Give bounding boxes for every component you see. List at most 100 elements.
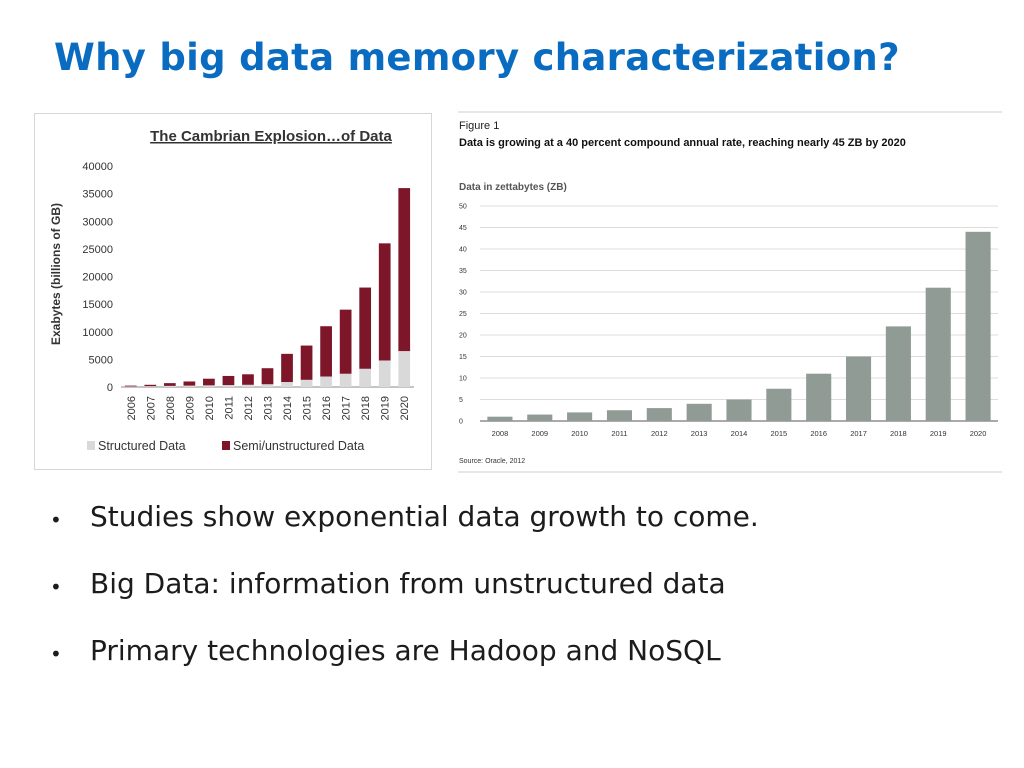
bar-structured-2015 — [300, 379, 313, 387]
y-tick-label: 35 — [459, 268, 467, 275]
x-tick-label-2011: 2011 — [611, 429, 627, 438]
y-tick-label: 25000 — [82, 244, 113, 256]
bullet-text: Big Data: information from unstructured … — [90, 567, 726, 600]
y-tick-label: 30 — [459, 290, 467, 297]
bullet-dot: • — [50, 575, 62, 599]
bullet-dot: • — [50, 642, 62, 666]
bar-zb-2014 — [726, 399, 752, 421]
cambrian-chart-title: The Cambrian Explosion…of Data — [150, 128, 392, 145]
y-tick-label: 35000 — [82, 189, 113, 201]
bar-semi-2019 — [378, 243, 391, 361]
bar-zb-2008 — [487, 416, 513, 421]
x-tick-label-2014: 2014 — [282, 396, 294, 420]
y-tick-label: 15000 — [82, 299, 113, 311]
x-tick-label-2014: 2014 — [731, 429, 748, 438]
bar-zb-2017 — [845, 356, 872, 421]
legend-swatch-structured — [87, 441, 95, 450]
y-tick-label: 5000 — [89, 354, 113, 366]
bar-structured-2006 — [124, 386, 137, 387]
bar-semi-2013 — [261, 368, 274, 385]
x-tick-label-2017: 2017 — [341, 396, 353, 420]
bullet-dot: • — [50, 508, 62, 532]
bar-structured-2016 — [320, 376, 332, 387]
zettabyte-chart-panel: Figure 1 Data is growing at a 40 percent… — [458, 110, 1002, 474]
bar-semi-2014 — [281, 353, 293, 383]
bar-zb-2019 — [925, 287, 951, 421]
x-tick-label-2020: 2020 — [970, 429, 987, 438]
y-tick-label: 15 — [459, 354, 467, 361]
y-tick-label: 5 — [459, 397, 463, 404]
x-tick-label-2012: 2012 — [651, 429, 668, 438]
x-tick-label-2020: 2020 — [399, 396, 411, 420]
bar-structured-2009 — [183, 385, 196, 387]
bar-zb-2013 — [686, 403, 712, 421]
zettabyte-chart-subtitle: Data in zettabytes (ZB) — [459, 182, 567, 193]
legend-label-semi: Semi/unstructured Data — [233, 439, 364, 453]
y-tick-label: 0 — [107, 382, 113, 394]
bar-zb-2010 — [567, 412, 593, 421]
y-tick-label: 10000 — [82, 327, 113, 339]
cambrian-chart: The Cambrian Explosion…of Data Exabytes … — [49, 128, 414, 453]
y-tick-label: 25 — [459, 311, 467, 318]
bar-zb-2009 — [527, 414, 553, 421]
bar-structured-2013 — [261, 384, 274, 387]
bar-structured-2011 — [222, 385, 235, 387]
y-tick-label: 0 — [459, 419, 463, 426]
bar-structured-2017 — [339, 373, 352, 387]
x-tick-label-2011: 2011 — [223, 396, 235, 420]
bar-zb-2011 — [606, 410, 633, 421]
x-tick-label-2013: 2013 — [263, 396, 275, 420]
bullet-text: Studies show exponential data growth to … — [90, 500, 759, 533]
cambrian-y-axis-label: Exabytes (billions of GB) — [49, 203, 63, 345]
bar-zb-2012 — [646, 408, 672, 421]
x-tick-label-2017: 2017 — [850, 429, 867, 438]
y-tick-label: 50 — [459, 204, 467, 211]
bar-semi-2017 — [339, 309, 352, 374]
bar-zb-2016 — [806, 373, 832, 421]
bar-structured-2008 — [163, 385, 176, 387]
bar-structured-2014 — [281, 382, 293, 387]
figure-label: Figure 1 — [459, 120, 499, 132]
bullet-text: Primary technologies are Hadoop and NoSQ… — [90, 634, 721, 667]
bar-zb-2018 — [885, 326, 911, 421]
bar-structured-2020 — [398, 351, 411, 387]
x-tick-label-2013: 2013 — [691, 429, 708, 438]
bar-semi-2010 — [203, 378, 215, 386]
y-tick-label: 40 — [459, 247, 467, 254]
x-tick-label-2010: 2010 — [571, 429, 588, 438]
bar-semi-2020 — [398, 188, 411, 352]
bar-semi-2012 — [242, 374, 254, 385]
y-tick-label: 20 — [459, 333, 467, 340]
x-tick-label-2009: 2009 — [184, 396, 196, 420]
y-tick-label: 20000 — [82, 272, 113, 284]
x-tick-label-2018: 2018 — [360, 396, 372, 420]
zettabyte-chart-title: Data is growing at a 40 percent compound… — [459, 137, 906, 149]
legend-label-structured: Structured Data — [98, 439, 186, 453]
y-tick-label: 10 — [459, 376, 467, 383]
bar-structured-2018 — [359, 368, 372, 387]
bar-semi-2015 — [300, 345, 313, 380]
bar-semi-2011 — [222, 375, 235, 386]
bar-structured-2012 — [242, 384, 254, 387]
bar-zb-2020 — [965, 231, 991, 421]
cambrian-chart-panel: The Cambrian Explosion…of Data Exabytes … — [34, 113, 432, 470]
x-tick-label-2015: 2015 — [771, 429, 788, 438]
zettabyte-chart: Figure 1 Data is growing at a 40 percent… — [458, 111, 1002, 473]
x-tick-label-2016: 2016 — [321, 396, 333, 420]
y-tick-label: 40000 — [82, 161, 113, 173]
bar-semi-2016 — [320, 326, 332, 377]
bar-semi-2006 — [124, 385, 137, 387]
bar-semi-2008 — [163, 383, 176, 386]
y-tick-label: 30000 — [82, 216, 113, 228]
bar-semi-2018 — [359, 287, 372, 369]
x-tick-label-2009: 2009 — [531, 429, 548, 438]
bar-zb-2015 — [766, 388, 792, 421]
bar-semi-2009 — [183, 381, 196, 386]
bar-structured-2010 — [203, 385, 215, 387]
x-tick-label-2019: 2019 — [930, 429, 947, 438]
bar-semi-2007 — [144, 384, 157, 387]
x-tick-label-2010: 2010 — [204, 396, 216, 420]
legend-swatch-semi — [222, 441, 230, 450]
x-tick-label-2016: 2016 — [810, 429, 827, 438]
slide-title: Why big data memory characterization? — [54, 36, 900, 79]
